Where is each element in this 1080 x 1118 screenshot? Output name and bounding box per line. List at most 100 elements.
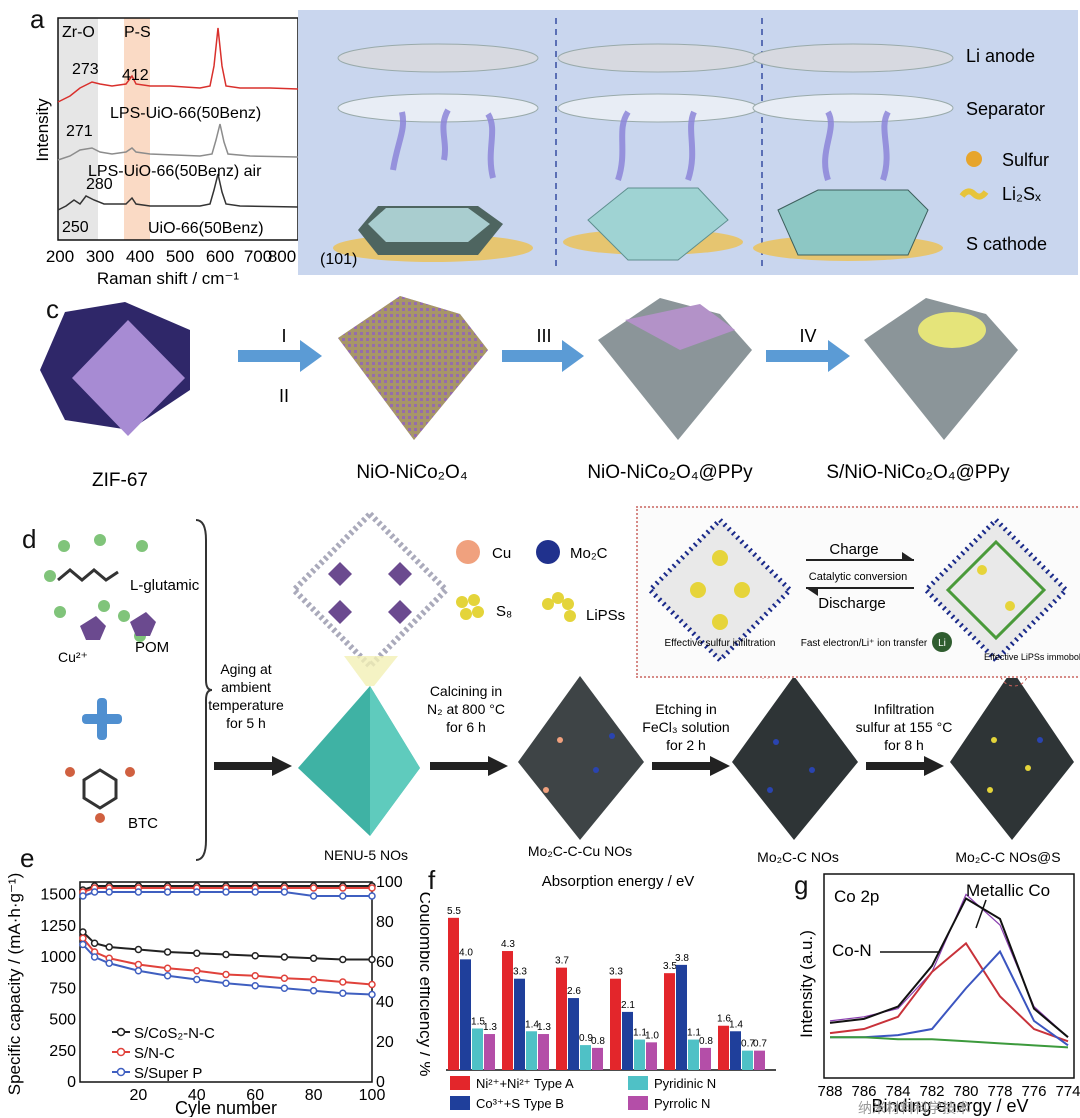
adsorption-bars: 5.54.01.51.34.33.31.41.33.72.60.90.83.32… bbox=[447, 906, 767, 1070]
adsorption-bar bbox=[448, 917, 459, 1070]
inset-caption-right: Effective LiPSs immobolization bbox=[984, 652, 1080, 662]
capacity-point bbox=[368, 955, 376, 964]
adsorption-value-label: 3.3 bbox=[609, 967, 623, 978]
adsorption-value-label: 1.6 bbox=[717, 1014, 731, 1025]
adsorption-bar bbox=[634, 1039, 645, 1070]
adsorption-bar bbox=[484, 1034, 495, 1070]
adsorption-bar bbox=[526, 1031, 537, 1070]
step1-line4: for 5 h bbox=[226, 715, 266, 731]
capacity-point bbox=[280, 984, 289, 992]
raman-xtick-200: 200 bbox=[46, 247, 74, 266]
panel-label-f: f bbox=[428, 865, 436, 895]
peak-label-412: 412 bbox=[122, 67, 149, 84]
product-mo2c-c-cu: Mo₂C-C-Cu NOs bbox=[528, 843, 632, 859]
efficiency-point bbox=[309, 884, 318, 892]
legend-pyridinic: Pyridinic N bbox=[654, 1076, 716, 1091]
li-anode-disc-3 bbox=[752, 43, 954, 73]
cycling-ylabel: Specific capacity / (mA·h·g⁻¹) bbox=[5, 873, 24, 1095]
legend-pyrrolic: Pyrrolic N bbox=[654, 1096, 710, 1111]
raman-spectrum-3 bbox=[57, 173, 299, 211]
step1-line2: ambient bbox=[221, 679, 271, 695]
capacity-point bbox=[90, 939, 99, 947]
step-label-1: I bbox=[281, 326, 286, 346]
capacity-point bbox=[79, 940, 87, 949]
panel-label-c: c bbox=[46, 294, 59, 324]
legend-mo2c: Mo₂C bbox=[570, 545, 608, 562]
cycling-ytick: 1500 bbox=[40, 887, 76, 904]
adsorption-bar bbox=[700, 1047, 711, 1070]
nio-nico2o4-crystal bbox=[338, 296, 488, 440]
peak-label-280: 280 bbox=[86, 176, 113, 193]
separator-disc-2 bbox=[557, 93, 759, 123]
charge-arrow bbox=[806, 552, 914, 561]
mof-framework bbox=[289, 509, 451, 671]
label-separator: Separator bbox=[966, 99, 1045, 119]
xps-line bbox=[830, 949, 1069, 1047]
cycling-y-ticks: 0 250 500 750 1000 1250 1500 bbox=[40, 887, 76, 1092]
step4-line2: sulfur at 155 °C bbox=[856, 719, 953, 735]
raman-xtick-500: 500 bbox=[166, 247, 194, 266]
adsorption-value-label: 0.8 bbox=[591, 1036, 605, 1047]
adsorption-value-label: 0.8 bbox=[699, 1036, 713, 1047]
efficiency-point bbox=[280, 888, 289, 896]
band-label-zr-o: Zr-O bbox=[62, 24, 95, 41]
product-mo2c-c-s: Mo₂C-C NOs@S bbox=[955, 849, 1060, 865]
adsorption-bar bbox=[622, 1011, 633, 1070]
adsorption-bar bbox=[676, 964, 687, 1070]
xps-title: Co 2p bbox=[834, 887, 879, 906]
adsorption-value-label: 4.0 bbox=[459, 947, 473, 958]
process-arrow-1 bbox=[214, 756, 292, 776]
efficiency-point bbox=[134, 888, 143, 896]
cycling-xtick: 100 bbox=[359, 1087, 386, 1104]
btc-molecule bbox=[65, 767, 135, 823]
xps-annot-metallic: Metallic Co bbox=[966, 881, 1050, 900]
xps-chart: Co 2p Metallic Co Co-N 788 786 784 782 780 77… bbox=[797, 873, 1080, 1116]
capacity-point bbox=[134, 945, 143, 954]
xps-xlabel: Binding energy / eV bbox=[871, 1096, 1028, 1116]
efficiency-point bbox=[251, 888, 259, 896]
cycling-ytick: 750 bbox=[49, 980, 76, 997]
capacity-point bbox=[222, 979, 230, 987]
capacity-point bbox=[79, 928, 87, 936]
raman-xtick-400: 400 bbox=[126, 247, 154, 266]
capacity-point bbox=[368, 980, 376, 989]
capacity-point bbox=[163, 964, 172, 972]
cycling-chart: 0 250 500 750 1000 1250 1500 0 20 40 60 80 100 20 40… bbox=[5, 873, 430, 1117]
step3-line2: FeCl₃ solution bbox=[642, 719, 729, 735]
mo2c-c-octahedron bbox=[732, 676, 858, 840]
step3-line1: Etching in bbox=[655, 701, 716, 717]
adsorption-bar bbox=[730, 1031, 741, 1070]
efficiency-point bbox=[339, 892, 347, 900]
adsorption-bar bbox=[742, 1050, 753, 1070]
raman-plot: Zr-O P-S 273 412 271 250 280 LPS-UiO-66(… bbox=[33, 17, 299, 288]
adsorption-value-label: 3.7 bbox=[555, 956, 569, 967]
separator-disc-3 bbox=[752, 93, 954, 123]
xps-xtick: 774 bbox=[1055, 1083, 1080, 1100]
xps-line bbox=[829, 897, 1069, 1038]
adsorption-value-label: 0.7 bbox=[753, 1039, 767, 1050]
step2-line1: Calcining in bbox=[430, 683, 502, 699]
capacity-point bbox=[309, 975, 318, 984]
cycling-ytick: 0 bbox=[67, 1074, 76, 1091]
capacity-point bbox=[368, 990, 376, 999]
adsorption-chart: Absorption energy / eV 5.54.01.51.34.33.… bbox=[446, 873, 776, 1111]
label-li2sx: Li₂Sₓ bbox=[1002, 184, 1041, 204]
lipss-legend-icon bbox=[542, 592, 576, 622]
capacity-point bbox=[251, 952, 259, 960]
efficiency-point bbox=[309, 892, 318, 900]
capacity-point bbox=[105, 959, 113, 967]
panel-label-d: d bbox=[22, 524, 37, 554]
separator-disc-1 bbox=[337, 93, 539, 123]
cycling-ytick: 1250 bbox=[40, 918, 76, 935]
xps-xtick: 776 bbox=[1021, 1083, 1046, 1100]
mo2c-c-s-octahedron bbox=[950, 670, 1074, 840]
bracket bbox=[195, 519, 213, 861]
adsorption-value-label: 5.5 bbox=[447, 906, 461, 917]
cycling-xtick: 60 bbox=[246, 1087, 264, 1104]
cycling-ytick: 500 bbox=[49, 1012, 76, 1029]
adsorption-value-label: 1.3 bbox=[537, 1022, 551, 1033]
precursor-pom: POM bbox=[135, 639, 169, 656]
cycling-y2-ticks: 0 20 40 60 80 100 bbox=[376, 874, 403, 1091]
material-s-nio-nico2o4-ppy: S/NiO-NiCo₂O₄@PPy bbox=[826, 462, 1010, 483]
capacity-point bbox=[193, 949, 201, 957]
